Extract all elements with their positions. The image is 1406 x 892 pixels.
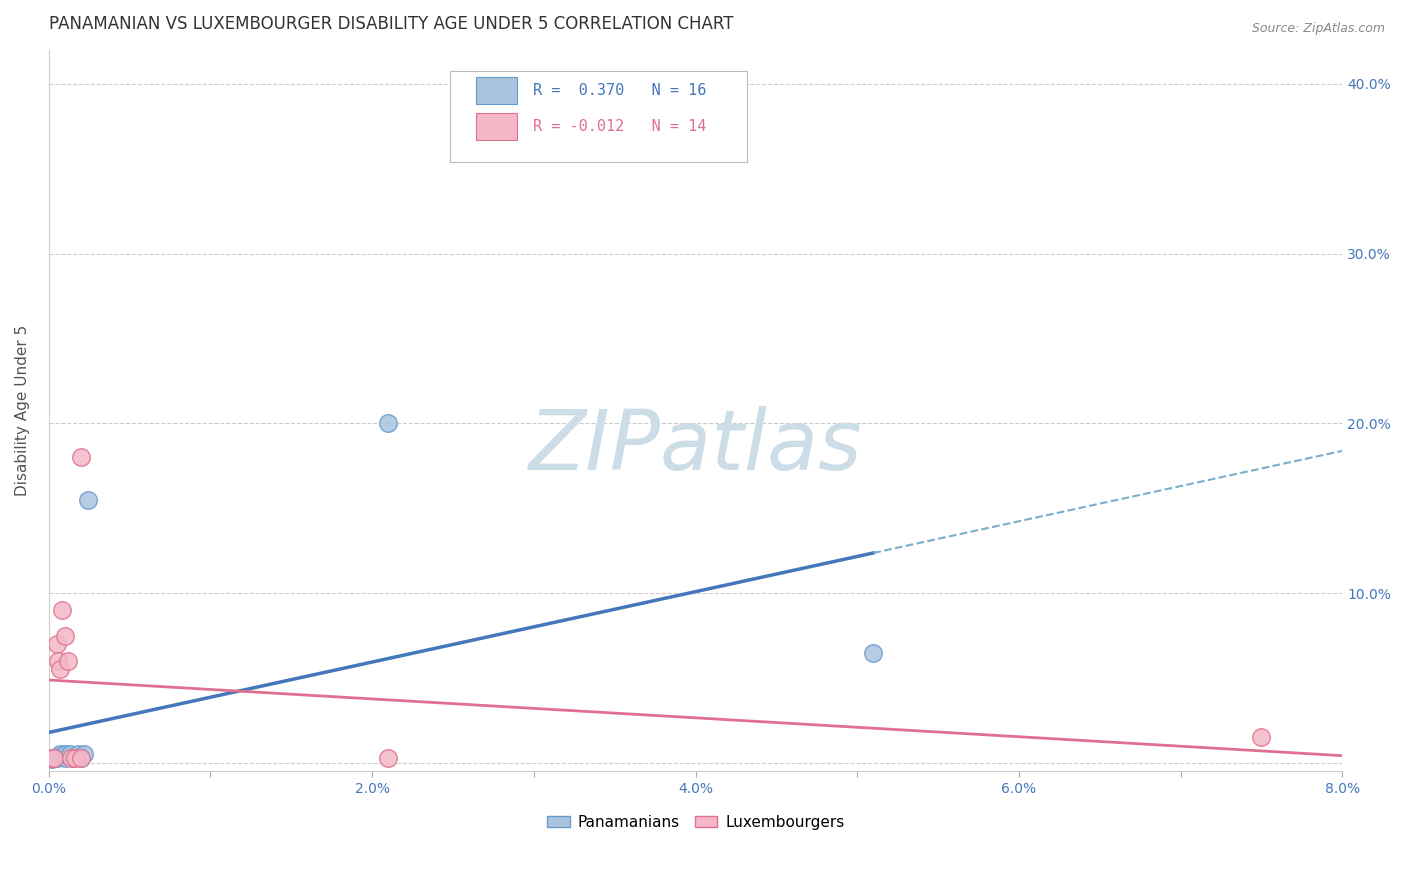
Point xyxy=(42,751,65,765)
Point xyxy=(70,751,93,765)
Point xyxy=(76,492,98,507)
Point xyxy=(39,751,62,765)
Point xyxy=(53,751,76,765)
Point xyxy=(51,749,73,764)
Point xyxy=(53,628,76,642)
Legend: Panamanians, Luxembourgers: Panamanians, Luxembourgers xyxy=(540,809,851,836)
Point xyxy=(73,747,96,762)
Point xyxy=(66,747,89,762)
Point xyxy=(56,654,79,668)
Point xyxy=(41,752,63,766)
FancyBboxPatch shape xyxy=(450,71,747,161)
Text: R =  0.370   N = 16: R = 0.370 N = 16 xyxy=(533,83,706,98)
Point xyxy=(49,747,72,762)
Text: PANAMANIAN VS LUXEMBOURGER DISABILITY AGE UNDER 5 CORRELATION CHART: PANAMANIAN VS LUXEMBOURGER DISABILITY AG… xyxy=(49,15,734,33)
Text: R = -0.012   N = 14: R = -0.012 N = 14 xyxy=(533,119,706,134)
Point xyxy=(70,751,93,765)
Point xyxy=(45,751,67,765)
Point xyxy=(60,751,83,765)
Point xyxy=(62,751,84,765)
Point xyxy=(63,751,86,765)
FancyBboxPatch shape xyxy=(475,77,517,104)
Text: Source: ZipAtlas.com: Source: ZipAtlas.com xyxy=(1251,22,1385,36)
Y-axis label: Disability Age Under 5: Disability Age Under 5 xyxy=(15,325,30,496)
FancyBboxPatch shape xyxy=(475,112,517,140)
Point xyxy=(1250,731,1272,745)
Point xyxy=(44,751,66,765)
Point xyxy=(377,751,399,765)
Point xyxy=(862,646,884,660)
Point xyxy=(49,663,72,677)
Point xyxy=(51,603,73,617)
Text: ZIPatlas: ZIPatlas xyxy=(529,406,862,487)
Point xyxy=(70,450,93,465)
Point xyxy=(45,637,67,651)
Point xyxy=(53,747,76,762)
Point xyxy=(377,417,399,431)
Point xyxy=(48,654,70,668)
Point xyxy=(59,747,82,762)
Point xyxy=(48,749,70,764)
